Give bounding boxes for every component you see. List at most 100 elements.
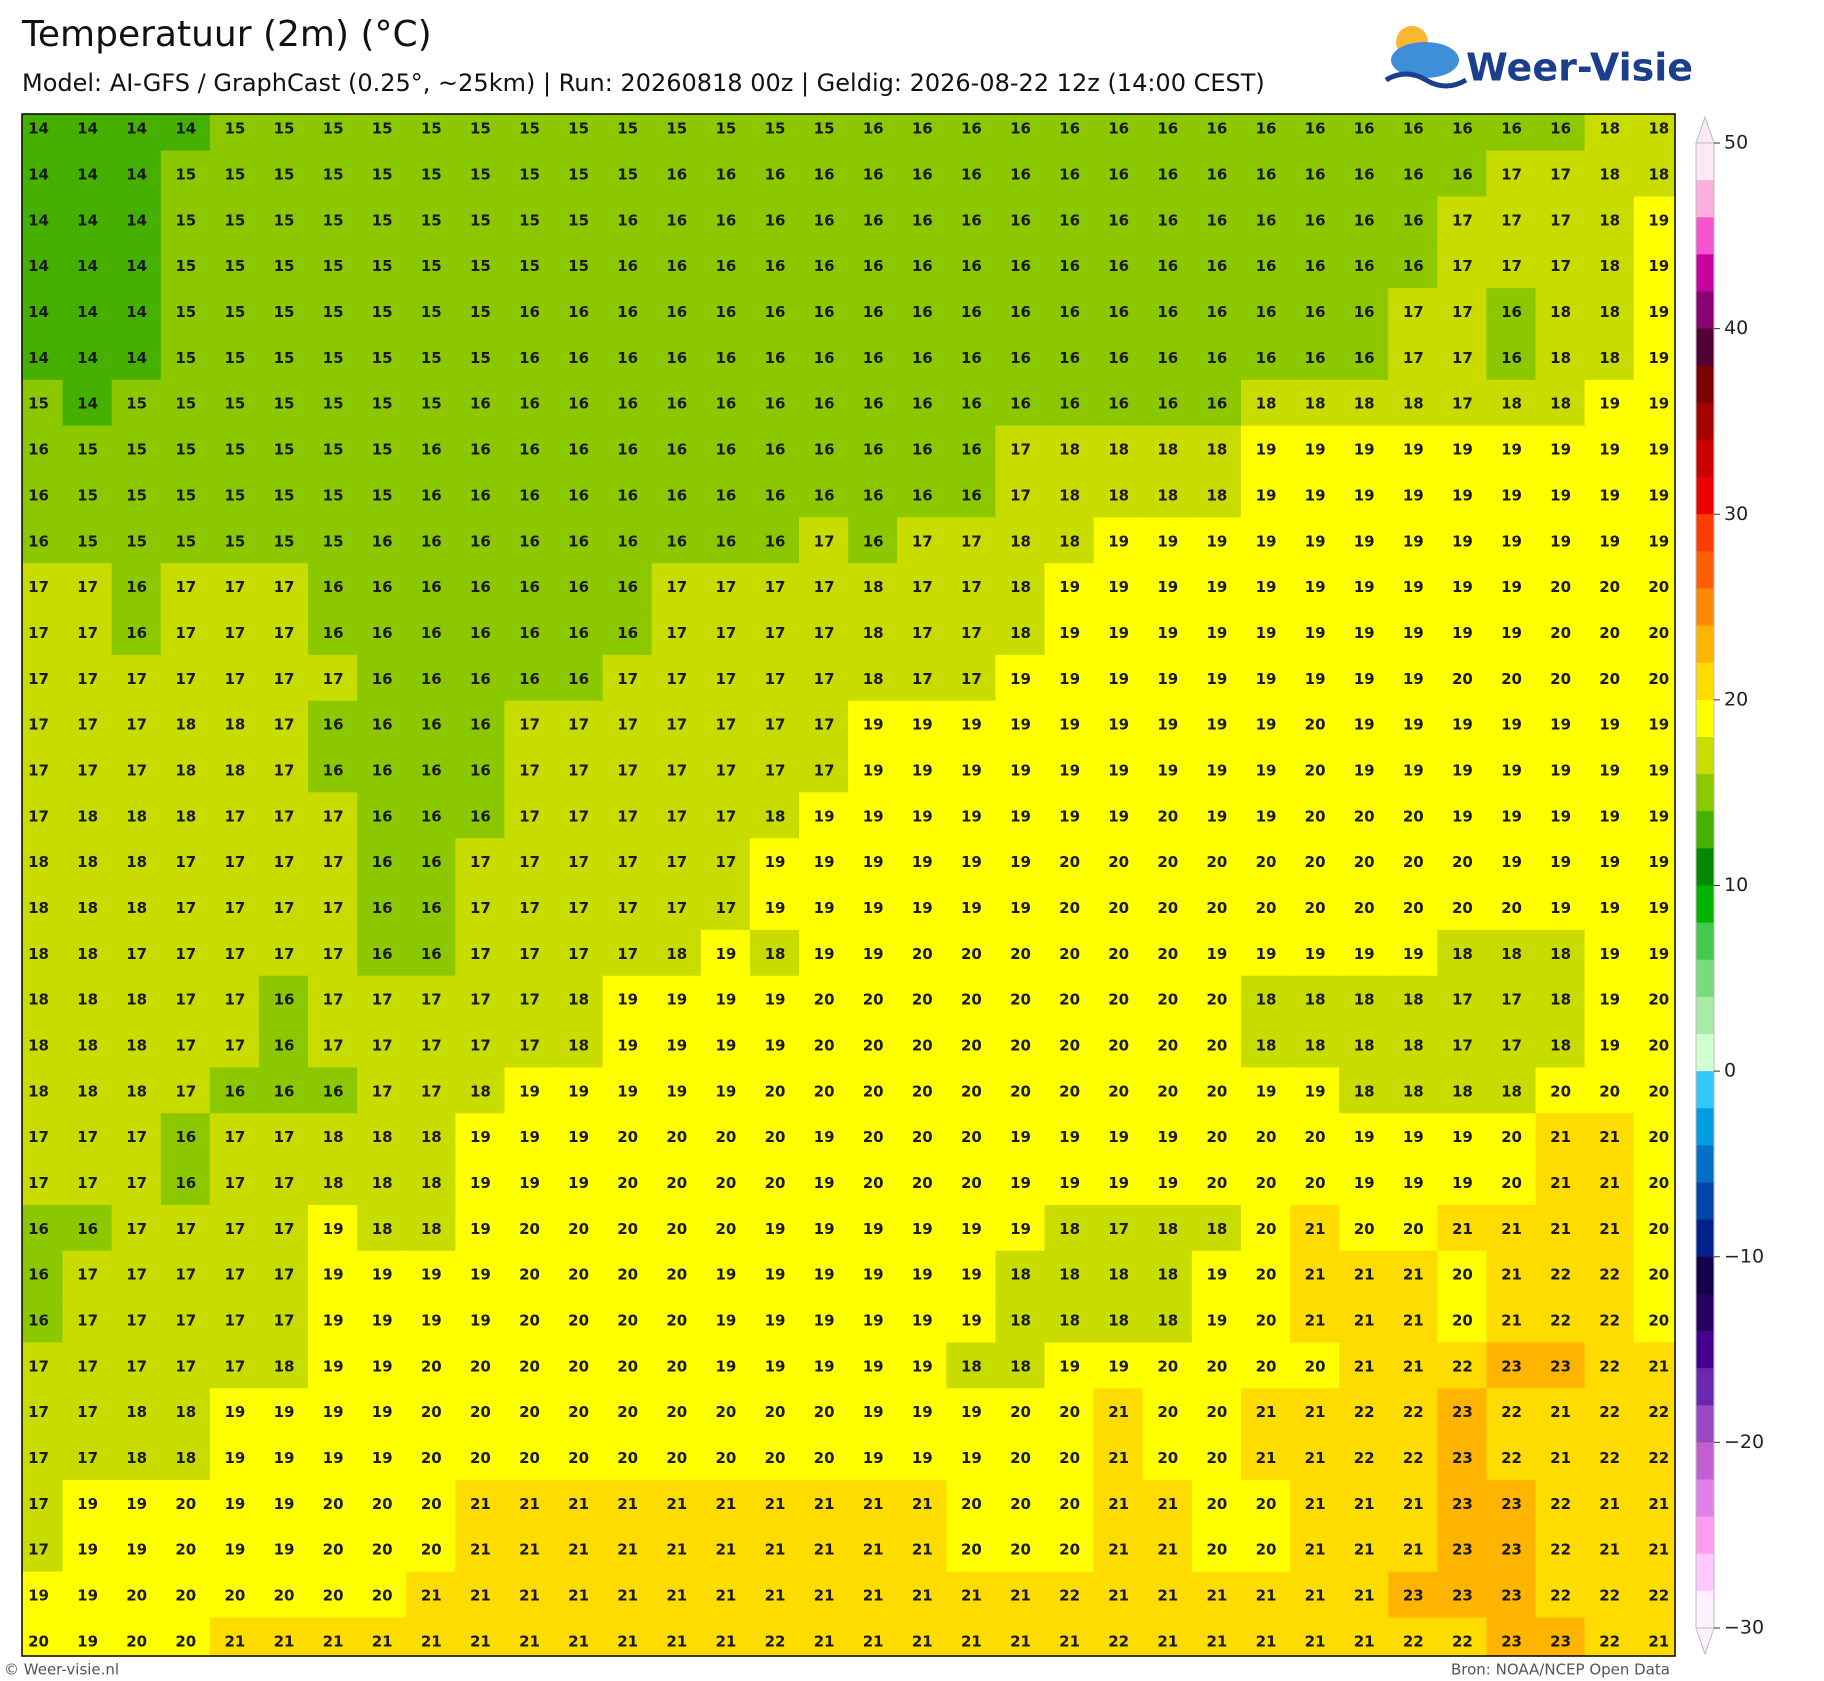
temperature-label: 16 xyxy=(961,441,982,459)
temperature-cell xyxy=(1191,792,1242,840)
temperature-cell xyxy=(258,1479,310,1527)
temperature-label: 19 xyxy=(814,945,835,963)
temperature-cell xyxy=(504,1525,555,1573)
temperature-label: 21 xyxy=(912,1541,933,1559)
temperature-cell xyxy=(455,1388,506,1436)
temperature-label: 18 xyxy=(126,991,147,1009)
temperature-cell xyxy=(258,975,310,1023)
temperature-label: 15 xyxy=(274,395,295,413)
temperature-cell xyxy=(504,1571,555,1619)
temperature-cell xyxy=(651,1571,702,1619)
temperature-cell xyxy=(455,654,506,702)
temperature-cell xyxy=(651,242,702,290)
colorbar-band xyxy=(1696,402,1714,441)
temperature-label: 18 xyxy=(1305,1037,1326,1055)
temperature-label: 17 xyxy=(912,670,933,688)
temperature-label: 17 xyxy=(224,1266,245,1284)
temperature-cell xyxy=(602,517,653,565)
temperature-cell xyxy=(406,1067,457,1115)
colorbar-band xyxy=(1696,848,1714,886)
temperature-label: 19 xyxy=(1403,670,1424,688)
temperature-cell xyxy=(1535,609,1586,656)
temperature-label: 17 xyxy=(1452,303,1473,321)
temperature-cell xyxy=(1191,884,1242,931)
temperature-label: 17 xyxy=(77,1266,98,1284)
temperature-label: 14 xyxy=(28,257,49,275)
temperature-label: 19 xyxy=(274,1541,295,1559)
temperature-label: 21 xyxy=(715,1495,736,1513)
temperature-cell xyxy=(62,242,113,290)
temperature-label: 18 xyxy=(1157,1312,1178,1330)
temperature-cell xyxy=(1339,792,1390,840)
temperature-label: 17 xyxy=(77,1403,98,1421)
temperature-label: 19 xyxy=(961,1403,982,1421)
temperature-cell xyxy=(209,654,260,702)
temperature-cell xyxy=(1044,792,1095,840)
temperature-label: 18 xyxy=(77,1082,98,1100)
temperature-label: 15 xyxy=(470,257,491,275)
temperature-cell xyxy=(1633,975,1675,1023)
temperature-label: 19 xyxy=(715,991,736,1009)
temperature-label: 19 xyxy=(1354,716,1375,734)
temperature-label: 19 xyxy=(1599,486,1620,504)
temperature-label: 16 xyxy=(1206,211,1227,229)
temperature-label: 17 xyxy=(1010,486,1031,504)
temperature-label: 20 xyxy=(1010,1541,1031,1559)
temperature-cell xyxy=(1044,1571,1095,1619)
temperature-cell xyxy=(1044,1388,1095,1436)
temperature-label: 19 xyxy=(765,1266,786,1284)
temperature-label: 19 xyxy=(1354,624,1375,642)
subtitle: Model: AI-GFS / GraphCast (0.25°, ~25km)… xyxy=(22,69,1265,97)
temperature-label: 17 xyxy=(77,1312,98,1330)
temperature-label: 18 xyxy=(1206,486,1227,504)
temperature-cell xyxy=(1290,1021,1341,1069)
temperature-label: 18 xyxy=(568,1037,589,1055)
temperature-cell xyxy=(749,746,801,794)
temperature-cell xyxy=(209,609,260,656)
temperature-cell xyxy=(1240,242,1292,290)
temperature-label: 20 xyxy=(1256,899,1277,917)
temperature-cell xyxy=(1093,654,1144,702)
temperature-cell xyxy=(1584,746,1635,794)
temperature-cell xyxy=(504,838,555,886)
temperature-cell xyxy=(22,1250,64,1298)
temperature-cell xyxy=(651,425,702,473)
temperature-label: 19 xyxy=(1108,761,1129,779)
temperature-cell xyxy=(357,1159,408,1206)
temperature-cell xyxy=(62,1296,113,1344)
temperature-label: 21 xyxy=(814,1632,835,1650)
temperature-cell xyxy=(1584,654,1635,702)
temperature-label: 19 xyxy=(1648,945,1669,963)
temperature-label: 17 xyxy=(1452,991,1473,1009)
temperature-cell xyxy=(700,379,751,427)
temperature-cell xyxy=(848,1067,899,1115)
temperature-label: 18 xyxy=(1354,1082,1375,1100)
temperature-label: 18 xyxy=(1108,486,1129,504)
temperature-label: 19 xyxy=(715,1312,736,1330)
temperature-label: 14 xyxy=(28,166,49,184)
temperature-label: 17 xyxy=(715,578,736,596)
temperature-label: 22 xyxy=(1599,1312,1620,1330)
temperature-label: 21 xyxy=(1354,1632,1375,1650)
temperature-label: 15 xyxy=(323,441,344,459)
temperature-cell xyxy=(1388,1021,1439,1069)
temperature-label: 20 xyxy=(617,1449,638,1467)
temperature-label: 16 xyxy=(912,395,933,413)
temperature-label: 15 xyxy=(77,532,98,550)
temperature-cell xyxy=(1093,1617,1144,1656)
temperature-cell xyxy=(1437,196,1488,244)
temperature-label: 21 xyxy=(1599,1541,1620,1559)
temperature-cell xyxy=(651,1388,702,1436)
temperature-label: 20 xyxy=(1059,1403,1080,1421)
temperature-cell xyxy=(848,1479,899,1527)
temperature-cell xyxy=(1437,1296,1488,1344)
temperature-label: 21 xyxy=(1403,1495,1424,1513)
temperature-cell xyxy=(1437,517,1488,565)
temperature-cell xyxy=(1142,1571,1193,1619)
temperature-cell xyxy=(1191,1296,1242,1344)
temperature-cell xyxy=(1486,1159,1537,1206)
temperature-cell xyxy=(406,425,457,473)
temperature-label: 16 xyxy=(912,166,933,184)
temperature-label: 16 xyxy=(1157,257,1178,275)
temperature-label: 17 xyxy=(617,716,638,734)
